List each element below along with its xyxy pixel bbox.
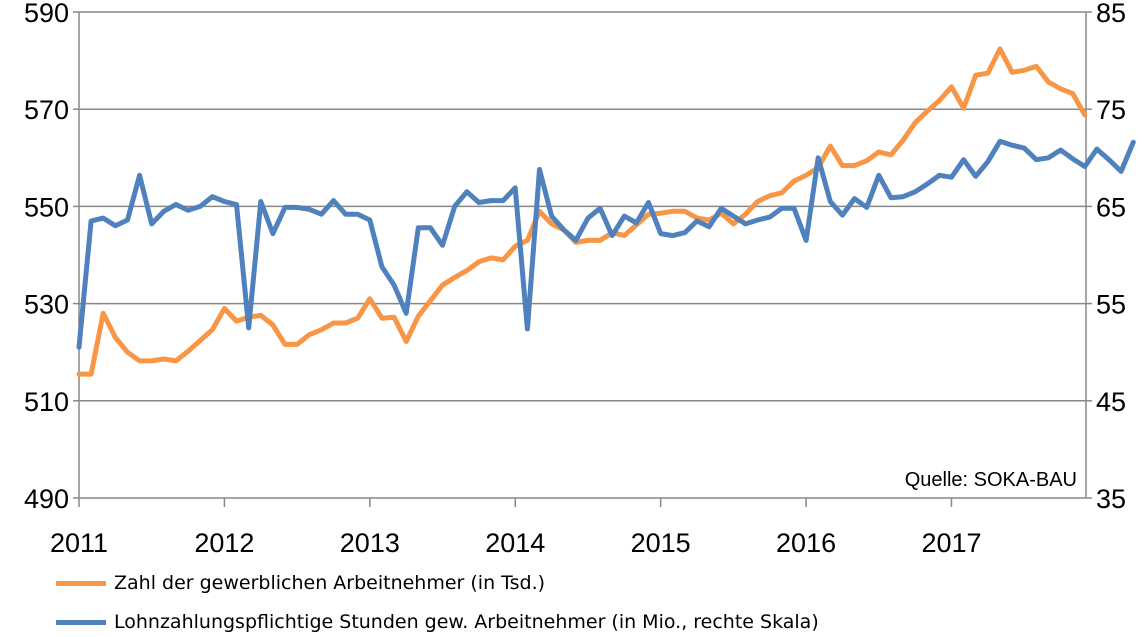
legend-label-workers: Zahl der gewerblichen Arbeitnehmer (in T… xyxy=(114,572,546,594)
y-right-tick-label: 55 xyxy=(1096,290,1126,320)
legend-swatch-workers xyxy=(56,580,106,586)
y-right-tick-label: 45 xyxy=(1096,387,1126,417)
y-left-tick-label: 590 xyxy=(24,0,69,28)
series-lines xyxy=(76,46,1136,377)
y-left-tick-label: 530 xyxy=(24,290,69,320)
x-tick-label: 2012 xyxy=(194,528,254,558)
source-note: Quelle: SOKA-BAU xyxy=(905,469,1077,491)
x-tick-label: 2011 xyxy=(50,528,108,558)
x-tick-label: 2016 xyxy=(776,528,836,558)
x-tick-label: 2013 xyxy=(340,528,400,558)
x-tick-label: 2017 xyxy=(921,528,981,558)
y-left-tick-label: 510 xyxy=(24,387,69,417)
series-line-hours xyxy=(76,138,1136,350)
legend-item-workers: Zahl der gewerblichen Arbeitnehmer (in T… xyxy=(56,572,545,594)
tick-marks xyxy=(73,11,1092,507)
y-left-tick-label: 490 xyxy=(24,484,69,514)
plot-area xyxy=(79,12,1086,498)
legend-item-hours: Lohnzahlungspflichtige Stunden gew. Arbe… xyxy=(56,611,819,633)
legend-swatch-hours xyxy=(56,619,106,625)
legend-label-hours: Lohnzahlungspflichtige Stunden gew. Arbe… xyxy=(114,611,819,633)
y-right-tick-label: 85 xyxy=(1096,0,1126,28)
y-left-tick-label: 550 xyxy=(24,192,69,222)
y-right-tick-label: 35 xyxy=(1096,484,1126,514)
y-left-tick-label: 570 xyxy=(24,95,69,125)
x-tick-label: 2015 xyxy=(631,528,691,558)
tick-labels: 490 35 510 45 530 55 550 65 570 75 590 85 2011 2012 20… xyxy=(24,0,1126,558)
y-right-tick-label: 65 xyxy=(1096,192,1126,222)
x-tick-label: 2014 xyxy=(485,528,545,558)
y-right-tick-label: 75 xyxy=(1096,95,1126,125)
